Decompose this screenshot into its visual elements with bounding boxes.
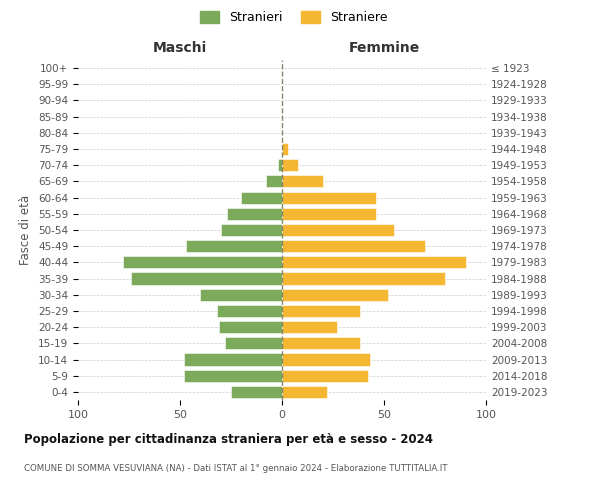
Bar [217, 305, 282, 317]
Bar [184, 370, 282, 382]
Bar [282, 143, 288, 155]
Bar [282, 192, 376, 203]
Legend: Stranieri, Straniere: Stranieri, Straniere [196, 6, 392, 29]
Bar [186, 240, 282, 252]
Bar [278, 159, 282, 172]
Text: COMUNE DI SOMMA VESUVIANA (NA) - Dati ISTAT al 1° gennaio 2024 - Elaborazione TU: COMUNE DI SOMMA VESUVIANA (NA) - Dati IS… [24, 464, 448, 473]
Bar [184, 354, 282, 366]
Bar [282, 370, 368, 382]
Bar [282, 288, 388, 301]
Y-axis label: Fasce di età: Fasce di età [19, 195, 32, 265]
Bar [282, 159, 298, 172]
Bar [282, 272, 445, 284]
Bar [131, 272, 282, 284]
Bar [282, 208, 376, 220]
Text: Femmine: Femmine [349, 41, 419, 55]
Bar [231, 386, 282, 398]
Bar [282, 305, 359, 317]
Text: Popolazione per cittadinanza straniera per età e sesso - 2024: Popolazione per cittadinanza straniera p… [24, 432, 433, 446]
Bar [219, 321, 282, 333]
Bar [282, 240, 425, 252]
Bar [221, 224, 282, 236]
Bar [266, 176, 282, 188]
Bar [200, 288, 282, 301]
Bar [282, 224, 394, 236]
Bar [282, 176, 323, 188]
Bar [282, 256, 466, 268]
Bar [241, 192, 282, 203]
Bar [227, 208, 282, 220]
Bar [123, 256, 282, 268]
Bar [282, 321, 337, 333]
Bar [282, 338, 359, 349]
Text: Maschi: Maschi [153, 41, 207, 55]
Bar [225, 338, 282, 349]
Bar [282, 386, 327, 398]
Bar [282, 354, 370, 366]
